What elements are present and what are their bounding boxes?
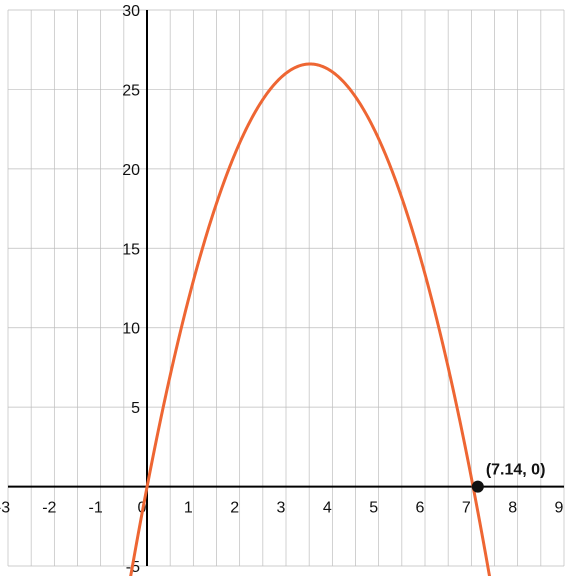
- x-tick-label: 3: [277, 500, 286, 517]
- y-tick-label: 10: [122, 321, 140, 338]
- x-tick-label: 9: [555, 500, 564, 517]
- y-tick-label: 15: [122, 241, 140, 258]
- curves: [129, 62, 492, 576]
- x-tick-label: 2: [230, 500, 239, 517]
- x-tick-label: 7: [462, 500, 471, 517]
- annotations: (7.14, 0): [471, 462, 546, 493]
- root-point-marker: [471, 480, 484, 493]
- y-tick-label: 25: [122, 82, 140, 99]
- axes: [8, 10, 564, 566]
- x-tick-label: 4: [323, 500, 332, 517]
- x-tick-label: 5: [369, 500, 378, 517]
- y-tick-label: 30: [122, 3, 140, 20]
- x-tick-label: -2: [42, 500, 56, 517]
- y-tick-label: 5: [131, 400, 140, 417]
- parabola-curve: [129, 62, 492, 576]
- root-point-label: (7.14, 0): [486, 462, 546, 479]
- x-tick-label: 8: [508, 500, 517, 517]
- grid: [7, 9, 565, 567]
- x-tick-label: -3: [0, 500, 10, 517]
- x-tick-label: -1: [89, 500, 103, 517]
- x-tick-label: 6: [416, 500, 425, 517]
- y-tick-label: 20: [122, 162, 140, 179]
- x-tick-label: 1: [184, 500, 193, 517]
